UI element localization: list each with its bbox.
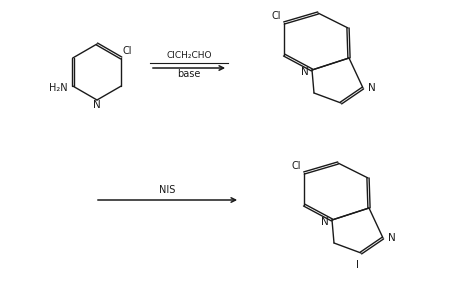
Text: NIS: NIS <box>158 185 175 195</box>
Text: ClCH₂CHO: ClCH₂CHO <box>166 51 211 59</box>
Text: Cl: Cl <box>271 11 280 21</box>
Text: H₂N: H₂N <box>49 83 68 93</box>
Text: N: N <box>320 217 328 227</box>
Text: Cl: Cl <box>122 46 131 56</box>
Text: N: N <box>387 233 395 243</box>
Text: I: I <box>356 260 359 270</box>
Text: base: base <box>177 69 200 79</box>
Text: N: N <box>367 83 375 93</box>
Text: N: N <box>93 100 101 110</box>
Text: N: N <box>300 67 308 77</box>
Text: Cl: Cl <box>291 161 300 171</box>
